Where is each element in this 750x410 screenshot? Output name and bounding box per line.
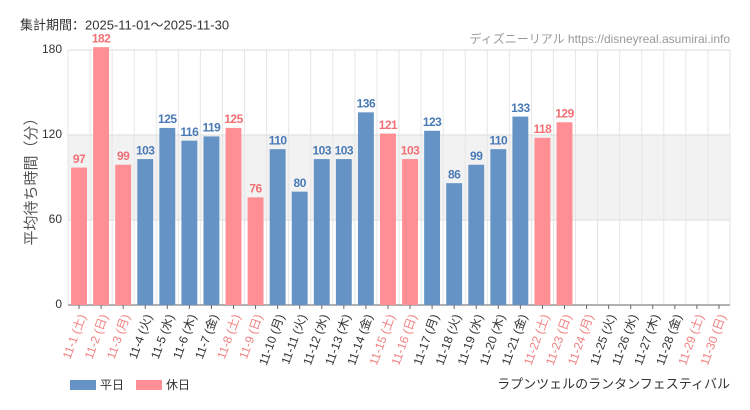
value-label: 99: [117, 149, 130, 163]
bar: [115, 164, 132, 305]
value-label: 129: [555, 106, 574, 120]
value-label: 119: [203, 121, 222, 135]
value-label: 76: [249, 182, 262, 196]
bar: [159, 127, 176, 306]
y-tick-label: 180: [42, 42, 62, 56]
bar: [380, 133, 396, 305]
value-label: 103: [313, 143, 332, 157]
y-tick-label: 0: [55, 297, 62, 311]
value-label: 99: [470, 149, 483, 163]
value-label: 182: [92, 31, 111, 45]
bar: [424, 130, 441, 305]
bar: [137, 159, 154, 305]
bar: [313, 159, 330, 305]
value-label: 118: [534, 122, 553, 136]
value-label: 110: [269, 133, 288, 147]
source: ディズニーリアル https://disneyreal.asumirai.inf…: [470, 31, 731, 46]
value-label: 103: [401, 143, 420, 157]
bar: [512, 116, 529, 305]
value-label: 116: [180, 125, 199, 139]
bar: [402, 159, 418, 305]
value-label: 125: [224, 112, 243, 126]
bar: [225, 127, 242, 306]
bar: [357, 112, 374, 305]
bar: [534, 137, 551, 305]
bar: [490, 149, 507, 305]
bar: [269, 149, 286, 305]
value-label: 133: [511, 101, 530, 115]
bar: [446, 183, 463, 305]
subject: ラプンツェルのランタンフェスティバル: [497, 376, 730, 391]
bar: [468, 164, 485, 305]
value-label: 121: [379, 118, 398, 132]
y-tick-label: 60: [49, 212, 63, 226]
bar: [71, 167, 87, 305]
value-label: 103: [335, 143, 354, 157]
bar: [556, 122, 573, 305]
value-label: 103: [136, 143, 155, 157]
y-tick-label: 120: [42, 127, 62, 141]
value-label: 123: [423, 115, 442, 129]
legend-label: 平日: [100, 378, 124, 392]
bar: [335, 159, 352, 305]
bar: [203, 136, 220, 305]
legend-swatch: [136, 380, 162, 390]
value-label: 110: [489, 133, 508, 147]
legend-label: 休日: [166, 378, 190, 392]
bar: [93, 47, 110, 306]
legend-swatch: [70, 380, 96, 390]
chart-title: 集計期間：2025-11-01～2025-11-30: [20, 17, 229, 32]
bar: [291, 191, 308, 305]
value-label: 80: [294, 176, 307, 190]
bar: [181, 140, 198, 305]
value-label: 125: [158, 112, 177, 126]
y-axis-label: 平均待ち時間（分）: [23, 110, 40, 245]
value-label: 136: [357, 97, 376, 111]
bar: [247, 197, 264, 305]
value-label: 86: [448, 167, 461, 181]
value-label: 97: [73, 152, 86, 166]
